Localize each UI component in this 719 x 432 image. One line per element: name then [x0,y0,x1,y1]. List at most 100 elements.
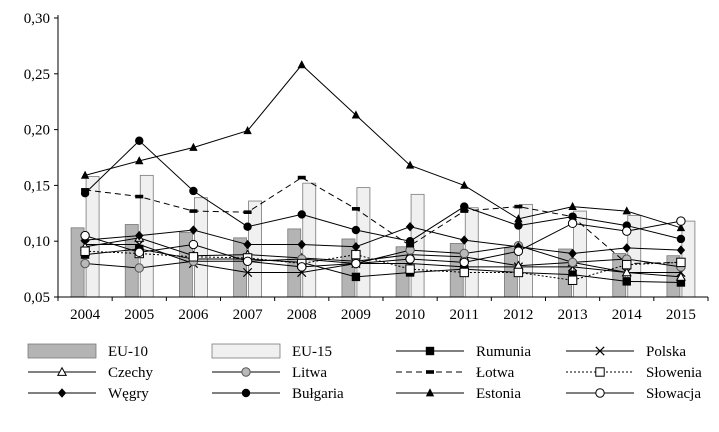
marker-węgry-2009 [351,242,361,252]
x-tick-label: 2009 [341,307,371,323]
marker-łotwa-2010 [406,243,415,248]
y-tick-label: 0,10 [24,234,50,250]
legend-label-węgry: Węgry [108,386,149,402]
legend-swatch-eu-15 [211,343,281,359]
marker-słowacja-2007 [242,256,253,266]
legend-marker-bułgaria [241,388,251,398]
marker-słowenia-2012 [513,267,524,278]
marker-litwa-2011 [459,248,469,259]
marker-słowacja-2008 [297,262,307,272]
marker-węgry-2006 [189,225,198,235]
x-tick-label: 2011 [450,307,479,323]
y-tick-label: 0,20 [24,123,50,139]
marker-estonia-2005 [135,156,144,165]
x-tick-label: 2012 [503,307,533,323]
legend: EU-10 EU-15 Rumunia Polska Czechy Litwa Łotwa S… [27,343,702,402]
bars-layer [70,174,696,298]
y-tick-label: 0,05 [24,290,50,306]
marker-polska-2005 [134,239,144,250]
legend-label-słowacja: Słowacja [646,386,701,402]
marker-estonia-2010 [405,160,415,169]
marker-bułgaria-2007 [243,222,252,231]
marker-bułgaria-2005 [135,136,144,145]
marker-słowacja-2005 [134,247,144,258]
marker-bułgaria-2004 [80,189,90,198]
series-line-słowacja [84,220,682,268]
marker-litwa-2004 [80,258,90,269]
legend-item-węgry: Węgry [28,386,149,402]
legend-label-słowenia: Słowenia [646,365,702,381]
marker-słowenia-2015 [676,257,686,268]
legend-marker-litwa [241,367,251,377]
marker-łotwa-2009 [351,207,360,211]
markers-layer [80,60,686,287]
legend-marker-słowenia [595,367,605,377]
legend-marker-czechy [56,366,68,376]
marker-słowacja-2009 [351,258,361,269]
legend-item-polska: Polska [566,344,686,360]
marker-estonia-2011 [460,180,469,189]
series-lines-layer [84,64,682,283]
marker-słowacja-2006 [188,239,199,250]
y-tick-label: 0,25 [24,67,50,83]
marker-rumunia-2009 [351,272,361,282]
marker-bułgaria-2015 [676,234,686,244]
marker-bułgaria-2010 [405,237,415,246]
marker-rumunia-2015 [676,278,686,287]
legend-label-rumunia: Rumunia [476,344,531,360]
marker-estonia-2014 [622,206,631,215]
marker-estonia-2006 [189,142,198,151]
series-line-łotwa [85,177,681,265]
marker-słowacja-2014 [622,226,632,236]
marker-łotwa-2007 [243,210,252,214]
series-line-rumunia [85,248,681,283]
marker-estonia-2013 [568,201,577,210]
marker-czechy-2014 [621,267,632,277]
marker-czechy-2015 [675,271,686,281]
legend-marker-polska [595,346,605,356]
legend-item-rumunia: Rumunia [396,344,531,360]
legend-marker-węgry [57,388,67,398]
marker-słowacja-2015 [676,216,686,226]
marker-słowenia-2006 [188,252,199,262]
legend-label-łotwa: Łotwa [476,365,515,381]
legend-label-polska: Polska [646,344,686,360]
marker-bułgaria-2008 [297,210,306,219]
series-line-słowenia [85,250,681,281]
x-tick-label: 2007 [233,307,264,323]
marker-bułgaria-2012 [514,221,523,230]
series-line-czechy [85,237,681,278]
x-tick-label: 2014 [612,307,643,323]
x-tick-label: 2006 [178,307,209,323]
marker-estonia-2004 [80,170,90,179]
legend-marker-łotwa [426,370,434,374]
marker-łotwa-2005 [135,194,144,199]
marker-łotwa-2006 [189,209,198,213]
marker-bułgaria-2013 [568,212,577,221]
marker-bułgaria-2009 [351,225,361,235]
legend-label-czechy: Czechy [108,365,153,381]
marker-estonia-2015 [676,223,686,232]
series-line-litwa [85,245,681,269]
legend-label-bułgaria: Bułgaria [292,386,344,402]
legend-item-litwa: Litwa [212,365,327,381]
legend-label-eu-10: EU-10 [108,344,148,360]
marker-słowacja-2011 [459,257,469,268]
marker-łotwa-2008 [297,175,306,180]
marker-estonia-2008 [297,60,306,69]
series-line-węgry [85,226,681,254]
legend-item-łotwa: Łotwa [396,365,515,381]
x-tick-label: 2010 [395,307,425,323]
marker-estonia-2009 [351,110,361,119]
marker-słowenia-2004 [80,246,90,256]
marker-rumunia-2014 [622,277,631,286]
legend-label-eu-15: EU-15 [292,344,332,360]
marker-polska-2007 [242,267,253,278]
marker-węgry-2007 [243,239,252,250]
marker-słowenia-2011 [459,267,469,278]
x-tick-label: 2005 [124,307,154,323]
marker-łotwa-2011 [460,209,469,213]
legend-marker-polska-stroke [595,346,605,356]
